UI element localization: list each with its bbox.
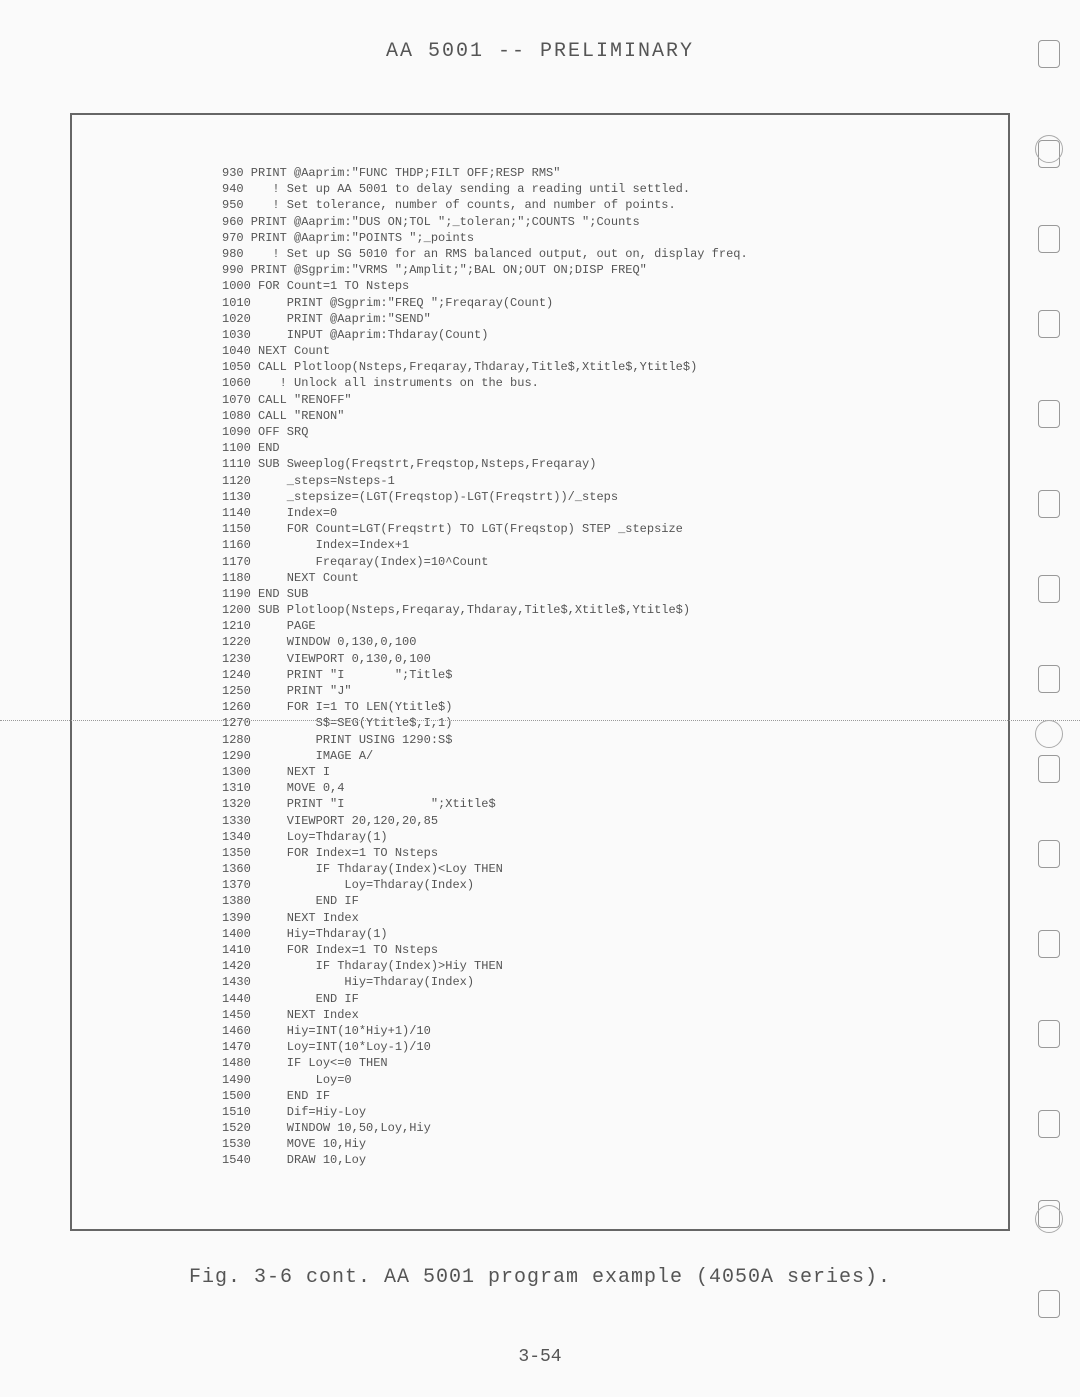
punch-hole (1038, 840, 1060, 868)
code-line: 1290 IMAGE A/ (222, 748, 978, 764)
code-line: 1080 CALL "RENON" (222, 408, 978, 424)
page-divider-line (0, 720, 1080, 721)
code-line: 980 ! Set up SG 5010 for an RMS balanced… (222, 246, 978, 262)
code-line: 1150 FOR Count=LGT(Freqstrt) TO LGT(Freq… (222, 521, 978, 537)
code-line: 950 ! Set tolerance, number of counts, a… (222, 197, 978, 213)
code-line: 1060 ! Unlock all instruments on the bus… (222, 375, 978, 391)
code-line: 1200 SUB Plotloop(Nsteps,Freqaray,Thdara… (222, 602, 978, 618)
code-line: 1320 PRINT "I ";Xtitle$ (222, 796, 978, 812)
punch-hole (1038, 575, 1060, 603)
code-line: 1250 PRINT "J" (222, 683, 978, 699)
code-line: 1450 NEXT Index (222, 1007, 978, 1023)
code-line: 1480 IF Loy<=0 THEN (222, 1055, 978, 1071)
code-line: 1090 OFF SRQ (222, 424, 978, 440)
punch-hole (1038, 1020, 1060, 1048)
code-line: 960 PRINT @Aaprim:"DUS ON;TOL ";_toleran… (222, 214, 978, 230)
binder-ring-shadow (1035, 1205, 1063, 1233)
punch-hole (1038, 1110, 1060, 1138)
code-line: 1040 NEXT Count (222, 343, 978, 359)
code-line: 1000 FOR Count=1 TO Nsteps (222, 278, 978, 294)
code-line: 1420 IF Thdaray(Index)>Hiy THEN (222, 958, 978, 974)
code-line: 1130 _stepsize=(LGT(Freqstop)-LGT(Freqst… (222, 489, 978, 505)
code-line: 1370 Loy=Thdaray(Index) (222, 877, 978, 893)
figure-caption: Fig. 3-6 cont. AA 5001 program example (… (50, 1266, 1030, 1289)
code-line: 1160 Index=Index+1 (222, 537, 978, 553)
page-header: AA 5001 -- PRELIMINARY (50, 40, 1030, 63)
binder-ring-shadow (1035, 720, 1063, 748)
code-line: 1190 END SUB (222, 586, 978, 602)
binder-punch-holes (1035, 0, 1065, 1397)
code-line: 1300 NEXT I (222, 764, 978, 780)
code-line: 1140 Index=0 (222, 505, 978, 521)
punch-hole (1038, 930, 1060, 958)
punch-hole (1038, 310, 1060, 338)
code-line: 1030 INPUT @Aaprim:Thdaray(Count) (222, 327, 978, 343)
code-line: 1530 MOVE 10,Hiy (222, 1136, 978, 1152)
code-line: 1260 FOR I=1 TO LEN(Ytitle$) (222, 699, 978, 715)
code-line: 990 PRINT @Sgprim:"VRMS ";Amplit;";BAL O… (222, 262, 978, 278)
punch-hole (1038, 400, 1060, 428)
code-line: 930 PRINT @Aaprim:"FUNC THDP;FILT OFF;RE… (222, 165, 978, 181)
code-line: 1240 PRINT "I ";Title$ (222, 667, 978, 683)
code-line: 1460 Hiy=INT(10*Hiy+1)/10 (222, 1023, 978, 1039)
code-line: 1170 Freqaray(Index)=10^Count (222, 554, 978, 570)
document-page: AA 5001 -- PRELIMINARY 930 PRINT @Aaprim… (0, 0, 1080, 1397)
code-line: 1430 Hiy=Thdaray(Index) (222, 974, 978, 990)
code-line: 1410 FOR Index=1 TO Nsteps (222, 942, 978, 958)
code-line: 1110 SUB Sweeplog(Freqstrt,Freqstop,Nste… (222, 456, 978, 472)
code-line: 1350 FOR Index=1 TO Nsteps (222, 845, 978, 861)
punch-hole (1038, 225, 1060, 253)
code-line: 1440 END IF (222, 991, 978, 1007)
code-line: 1280 PRINT USING 1290:S$ (222, 732, 978, 748)
code-line: 1340 Loy=Thdaray(1) (222, 829, 978, 845)
code-line: 1100 END (222, 440, 978, 456)
code-line: 1390 NEXT Index (222, 910, 978, 926)
code-line: 1360 IF Thdaray(Index)<Loy THEN (222, 861, 978, 877)
punch-hole (1038, 755, 1060, 783)
binder-ring-shadow (1035, 135, 1063, 163)
page-number: 3-54 (0, 1347, 1080, 1367)
code-line: 1470 Loy=INT(10*Loy-1)/10 (222, 1039, 978, 1055)
code-line: 1010 PRINT @Sgprim:"FREQ ";Freqaray(Coun… (222, 295, 978, 311)
code-line: 1050 CALL Plotloop(Nsteps,Freqaray,Thdar… (222, 359, 978, 375)
code-line: 1330 VIEWPORT 20,120,20,85 (222, 813, 978, 829)
code-line: 1230 VIEWPORT 0,130,0,100 (222, 651, 978, 667)
code-line: 1490 Loy=0 (222, 1072, 978, 1088)
code-line: 970 PRINT @Aaprim:"POINTS ";_points (222, 230, 978, 246)
code-line: 1380 END IF (222, 893, 978, 909)
punch-hole (1038, 1290, 1060, 1318)
code-line: 1020 PRINT @Aaprim:"SEND" (222, 311, 978, 327)
code-line: 1400 Hiy=Thdaray(1) (222, 926, 978, 942)
code-line: 1520 WINDOW 10,50,Loy,Hiy (222, 1120, 978, 1136)
code-line: 1540 DRAW 10,Loy (222, 1152, 978, 1168)
code-line: 1220 WINDOW 0,130,0,100 (222, 634, 978, 650)
code-line: 1070 CALL "RENOFF" (222, 392, 978, 408)
punch-hole (1038, 40, 1060, 68)
code-line: 1310 MOVE 0,4 (222, 780, 978, 796)
punch-hole (1038, 490, 1060, 518)
code-line: 1210 PAGE (222, 618, 978, 634)
code-line: 1120 _steps=Nsteps-1 (222, 473, 978, 489)
code-listing-frame: 930 PRINT @Aaprim:"FUNC THDP;FILT OFF;RE… (70, 113, 1010, 1231)
code-listing: 930 PRINT @Aaprim:"FUNC THDP;FILT OFF;RE… (222, 165, 978, 1169)
code-line: 1180 NEXT Count (222, 570, 978, 586)
punch-hole (1038, 665, 1060, 693)
code-line: 1500 END IF (222, 1088, 978, 1104)
code-line: 940 ! Set up AA 5001 to delay sending a … (222, 181, 978, 197)
code-line: 1270 S$=SEG(Ytitle$,I,1) (222, 715, 978, 731)
code-line: 1510 Dif=Hiy-Loy (222, 1104, 978, 1120)
